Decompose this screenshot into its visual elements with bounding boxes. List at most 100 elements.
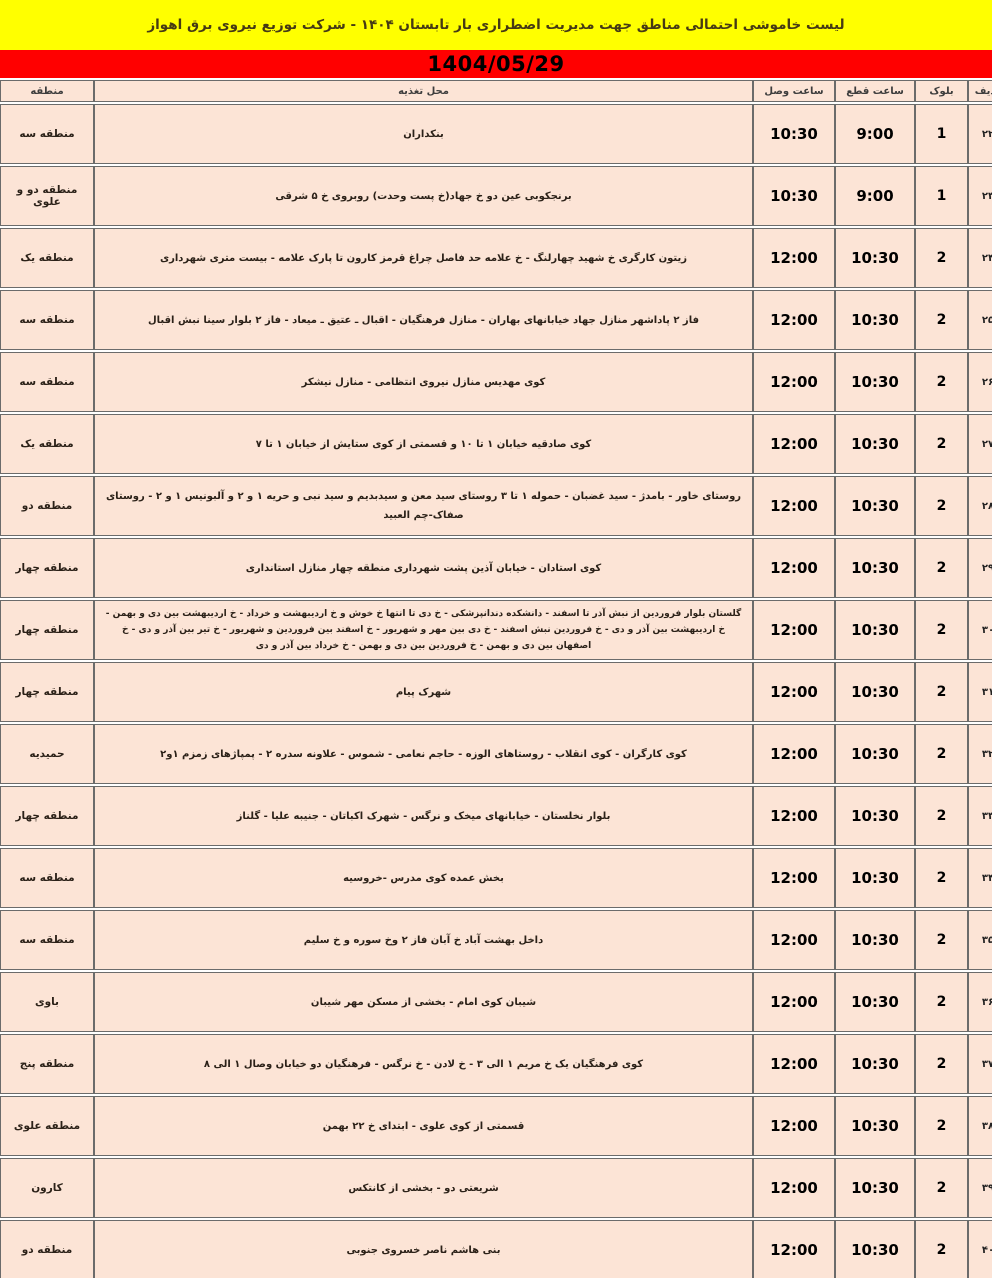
cell-cut-time: 10:30 (835, 1158, 915, 1218)
cell-location: داخل بهشت آباد خ آبان فاز ۲ وخ سوره و خ … (94, 910, 753, 970)
cell-region: منطقه چهار (0, 662, 94, 722)
cell-region: منطقه دو و علوی (0, 166, 94, 226)
cell-block: 2 (915, 600, 968, 660)
cell-location: زیتون کارگری خ شهید چهارلنگ - خ علامه حد… (94, 228, 753, 288)
table-row: ۲۴ 2 10:30 12:00 زیتون کارگری خ شهید چها… (0, 228, 992, 288)
cell-reconnect-time: 10:30 (753, 104, 835, 164)
cell-location: روستای خاور - بامدژ - سید غضبان - حموله … (94, 476, 753, 536)
table-row: ۲۲ 1 9:00 10:30 بنکداران منطقه سه (0, 104, 992, 164)
table-body: ۲۲ 1 9:00 10:30 بنکداران منطقه سه ۲۳ 1 9… (0, 104, 992, 1278)
table-row: ۳۶ 2 10:30 12:00 شیبان کوی امام - بخشی ا… (0, 972, 992, 1032)
col-header-location: محل تغذیه (94, 80, 753, 102)
cell-cut-time: 9:00 (835, 166, 915, 226)
cell-region: حمیدیه (0, 724, 94, 784)
cell-region: منطقه علوی (0, 1096, 94, 1156)
cell-row-number: ۲۹ (968, 538, 992, 598)
col-header-cut-time: ساعت قطع (835, 80, 915, 102)
cell-location: قسمتی از کوی علوی - ابتدای خ ۲۲ بهمن (94, 1096, 753, 1156)
cell-location: کوی صادقیه خیابان ۱ تا ۱۰ و قسمتی از کوی… (94, 414, 753, 474)
col-header-block: بلوک (915, 80, 968, 102)
cell-cut-time: 10:30 (835, 352, 915, 412)
cell-cut-time: 10:30 (835, 476, 915, 536)
outage-schedule-table: ردیف بلوک ساعت قطع ساعت وصل محل تغذیه من… (0, 78, 992, 1278)
cell-row-number: ۴۰ (968, 1220, 992, 1278)
cell-cut-time: 9:00 (835, 104, 915, 164)
table-row: ۳۲ 2 10:30 12:00 کوی کارگران - کوی انقلا… (0, 724, 992, 784)
cell-cut-time: 10:30 (835, 600, 915, 660)
title-bar: لیست خاموشی احتمالی مناطق جهت مدیریت اضط… (0, 0, 992, 50)
cell-reconnect-time: 10:30 (753, 166, 835, 226)
cell-reconnect-time: 12:00 (753, 538, 835, 598)
cell-location: گلستان بلوار فروردین از نبش آذر تا اسفند… (94, 600, 753, 660)
date-label: 1404/05/29 (427, 52, 565, 76)
cell-block: 2 (915, 1096, 968, 1156)
cell-cut-time: 10:30 (835, 290, 915, 350)
table-row: ۲۶ 2 10:30 12:00 کوی مهدیس منازل نیروی ا… (0, 352, 992, 412)
cell-location: شهرک پیام (94, 662, 753, 722)
cell-row-number: ۲۴ (968, 228, 992, 288)
col-header-reconnect-time: ساعت وصل (753, 80, 835, 102)
cell-location: برنجکوبی عین دو خ جهاد(خ پست وحدت) روبرو… (94, 166, 753, 226)
cell-row-number: ۳۲ (968, 724, 992, 784)
cell-row-number: ۳۱ (968, 662, 992, 722)
cell-location: شیبان کوی امام - بخشی از مسکن مهر شیبان (94, 972, 753, 1032)
cell-block: 2 (915, 848, 968, 908)
table-row: ۳۷ 2 10:30 12:00 کوی فرهنگیان یک خ مریم … (0, 1034, 992, 1094)
table-row: ۳۹ 2 10:30 12:00 شریعتی دو - بخشی از کان… (0, 1158, 992, 1218)
cell-reconnect-time: 12:00 (753, 600, 835, 660)
cell-block: 2 (915, 414, 968, 474)
table-row: ۲۳ 1 9:00 10:30 برنجکوبی عین دو خ جهاد(خ… (0, 166, 992, 226)
table-header-row: ردیف بلوک ساعت قطع ساعت وصل محل تغذیه من… (0, 80, 992, 102)
cell-reconnect-time: 12:00 (753, 910, 835, 970)
table-row: ۳۳ 2 10:30 12:00 بلوار نخلستان - خیابانه… (0, 786, 992, 846)
cell-cut-time: 10:30 (835, 1034, 915, 1094)
cell-reconnect-time: 12:00 (753, 228, 835, 288)
cell-location: بخش عمده کوی مدرس -خروسیه (94, 848, 753, 908)
cell-reconnect-time: 12:00 (753, 848, 835, 908)
cell-cut-time: 10:30 (835, 1096, 915, 1156)
table-row: ۳۱ 2 10:30 12:00 شهرک پیام منطقه چهار (0, 662, 992, 722)
cell-block: 2 (915, 352, 968, 412)
cell-row-number: ۳۸ (968, 1096, 992, 1156)
cell-cut-time: 10:30 (835, 662, 915, 722)
cell-row-number: ۲۲ (968, 104, 992, 164)
cell-block: 2 (915, 538, 968, 598)
cell-region: منطقه دو (0, 1220, 94, 1278)
cell-region: منطقه چهار (0, 786, 94, 846)
table-row: ۲۸ 2 10:30 12:00 روستای خاور - بامدژ - س… (0, 476, 992, 536)
cell-block: 2 (915, 290, 968, 350)
cell-row-number: ۲۵ (968, 290, 992, 350)
cell-block: 2 (915, 228, 968, 288)
cell-reconnect-time: 12:00 (753, 1220, 835, 1278)
col-header-row-number: ردیف (968, 80, 992, 102)
cell-row-number: ۲۳ (968, 166, 992, 226)
col-header-region: منطقه (0, 80, 94, 102)
cell-block: 2 (915, 1220, 968, 1278)
cell-cut-time: 10:30 (835, 228, 915, 288)
cell-region: منطقه پنج (0, 1034, 94, 1094)
cell-reconnect-time: 12:00 (753, 662, 835, 722)
cell-location: بلوار نخلستان - خیابانهای میخک و نرگس - … (94, 786, 753, 846)
cell-block: 2 (915, 1034, 968, 1094)
cell-cut-time: 10:30 (835, 910, 915, 970)
table-row: ۲۹ 2 10:30 12:00 کوی استادان - خیابان آذ… (0, 538, 992, 598)
cell-block: 1 (915, 104, 968, 164)
cell-reconnect-time: 12:00 (753, 1096, 835, 1156)
cell-reconnect-time: 12:00 (753, 352, 835, 412)
cell-region: منطقه چهار (0, 538, 94, 598)
table-row: ۳۴ 2 10:30 12:00 بخش عمده کوی مدرس -خروس… (0, 848, 992, 908)
cell-block: 2 (915, 724, 968, 784)
cell-block: 2 (915, 972, 968, 1032)
cell-location: کوی کارگران - کوی انقلاب - روستاهای الوز… (94, 724, 753, 784)
cell-block: 2 (915, 1158, 968, 1218)
cell-cut-time: 10:30 (835, 972, 915, 1032)
table-row: ۲۷ 2 10:30 12:00 کوی صادقیه خیابان ۱ تا … (0, 414, 992, 474)
cell-row-number: ۳۷ (968, 1034, 992, 1094)
cell-reconnect-time: 12:00 (753, 786, 835, 846)
cell-location: کوی استادان - خیابان آذین پشت شهرداری من… (94, 538, 753, 598)
cell-region: منطقه سه (0, 352, 94, 412)
cell-region: کارون (0, 1158, 94, 1218)
cell-reconnect-time: 12:00 (753, 1034, 835, 1094)
cell-region: منطقه دو (0, 476, 94, 536)
cell-reconnect-time: 12:00 (753, 972, 835, 1032)
